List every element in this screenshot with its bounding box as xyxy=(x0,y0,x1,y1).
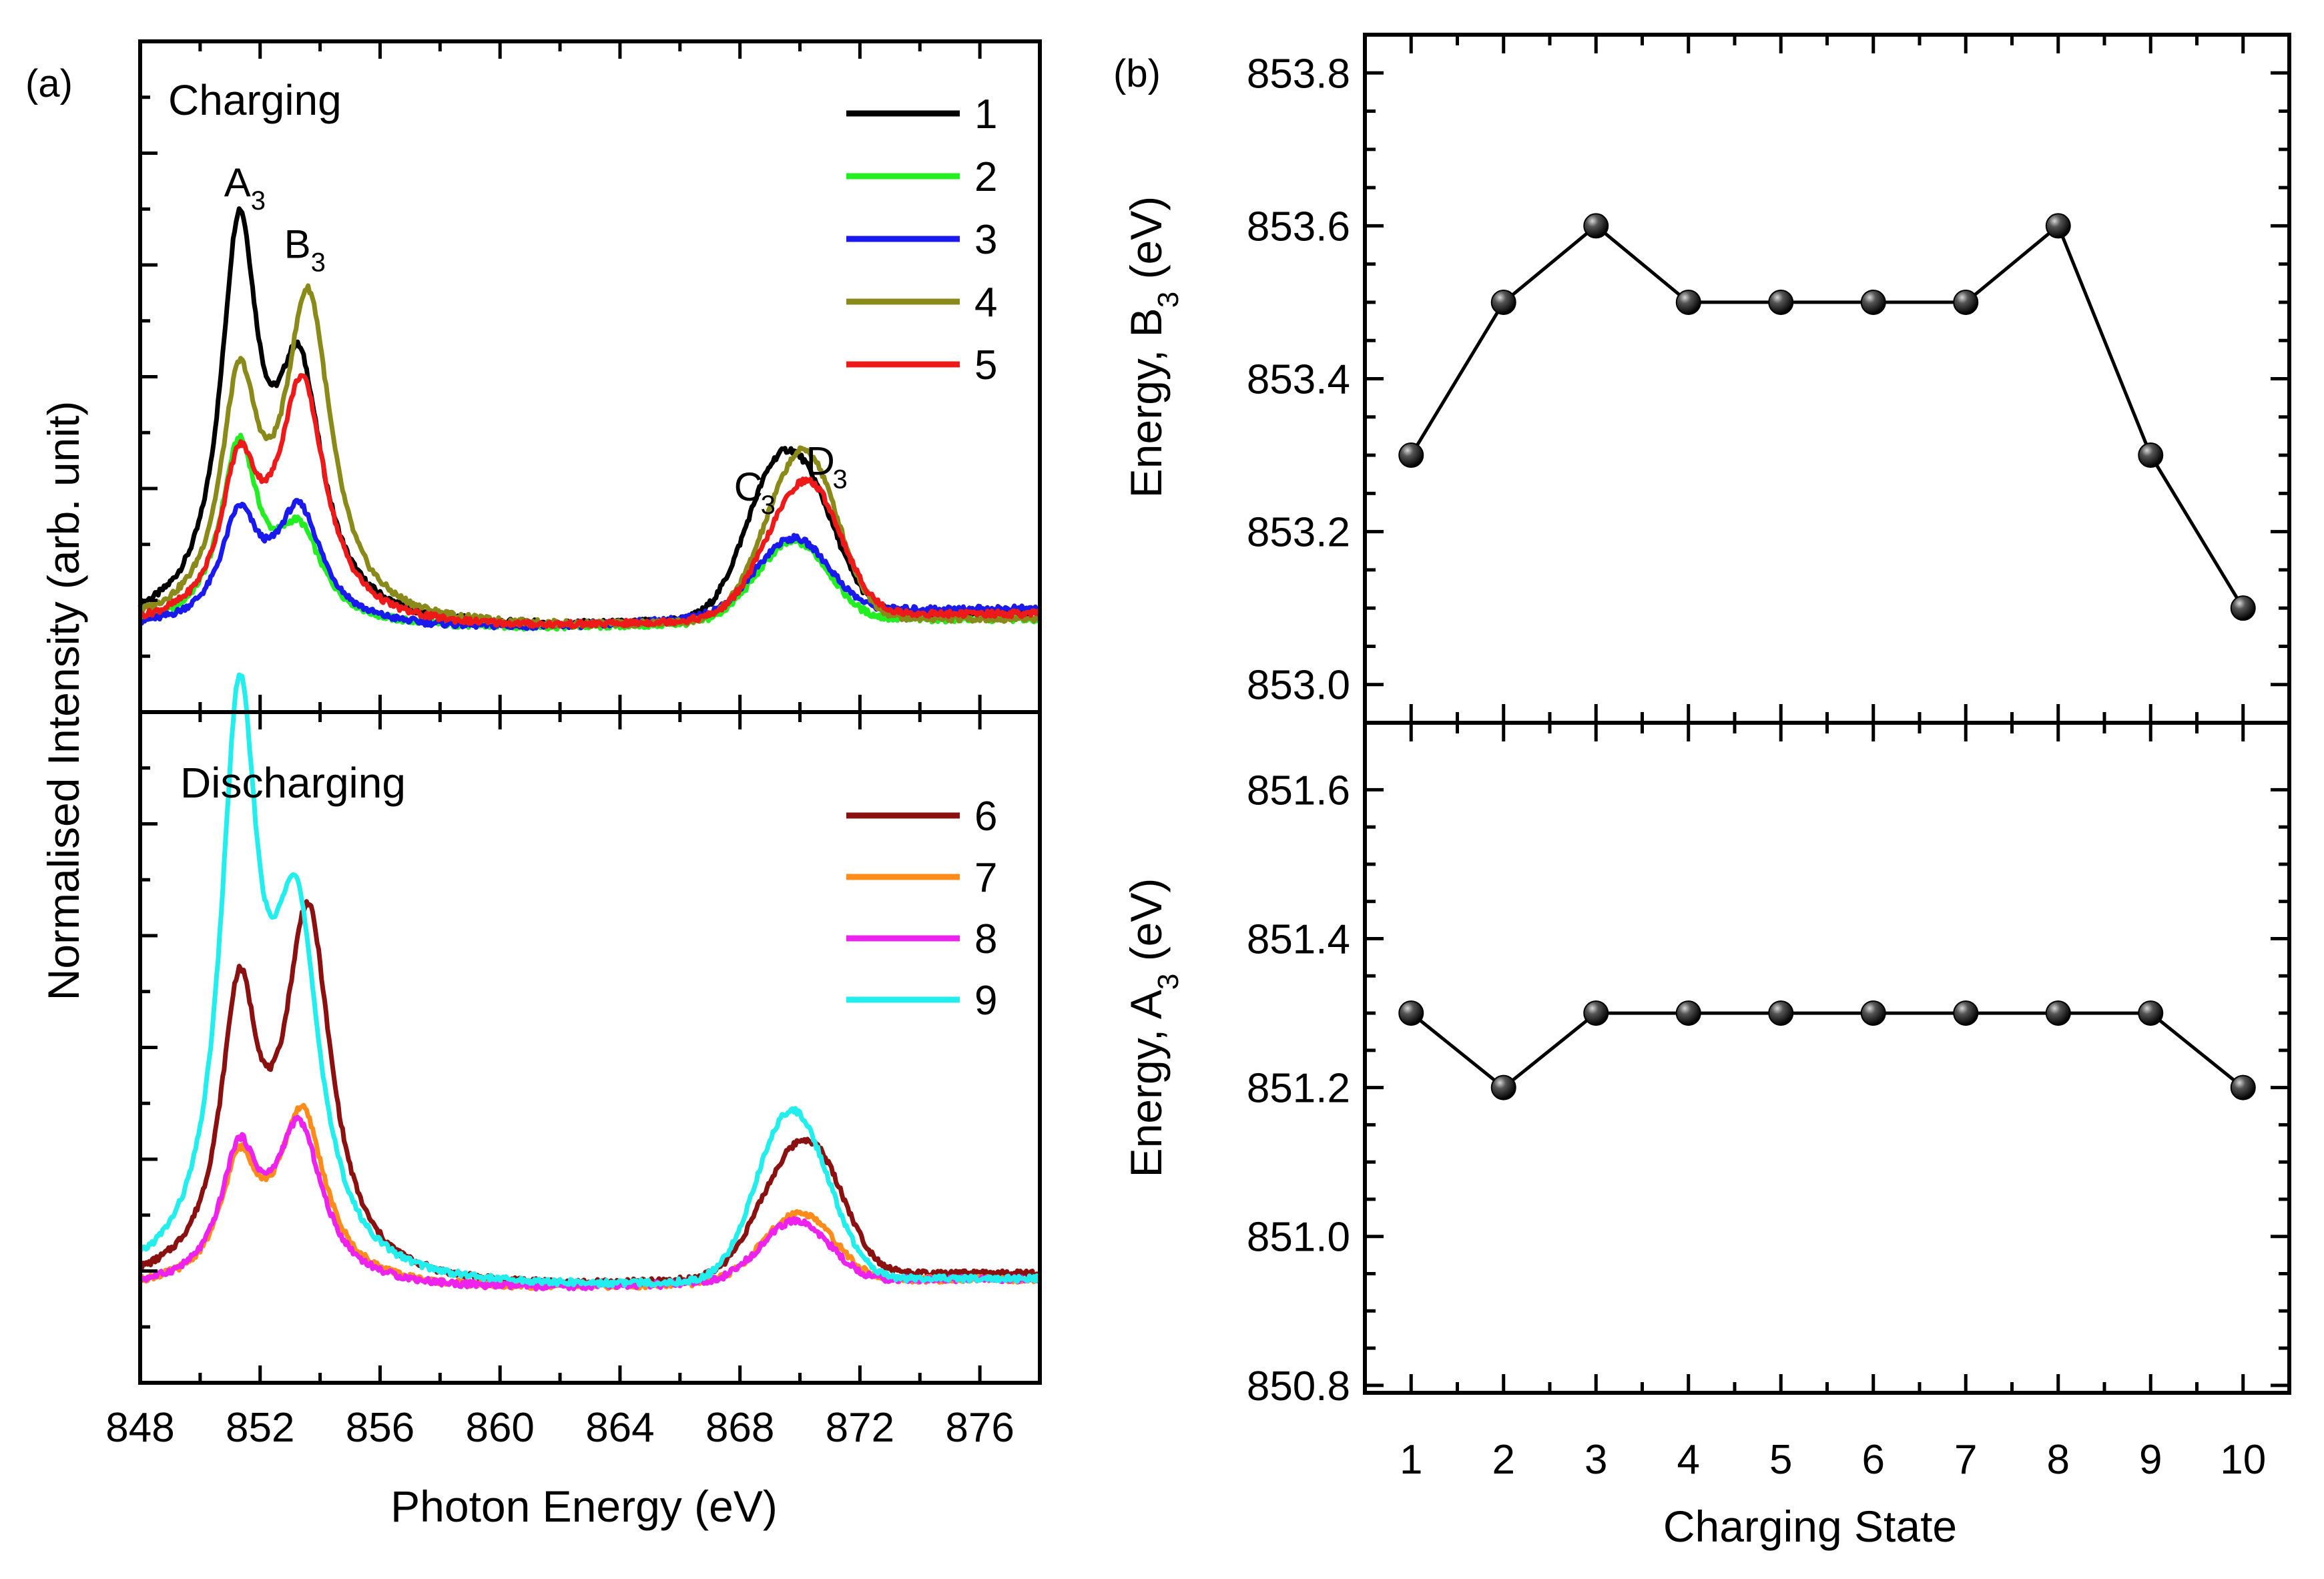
x-tick-label: 5 xyxy=(1769,1437,1792,1483)
x-tick-label: 864 xyxy=(585,1405,654,1451)
data-point-1 xyxy=(1398,1000,1424,1026)
x-tick-label: 6 xyxy=(1862,1437,1885,1483)
legend-label-7: 7 xyxy=(974,855,997,901)
x-tick-label: 876 xyxy=(945,1405,1014,1451)
panel-b-x-axis-title: Charging State xyxy=(1663,1502,1957,1551)
charging-legend: 1 2 3 4 5 xyxy=(846,91,997,388)
data-point-6 xyxy=(1860,1000,1886,1026)
x-tick-label: 852 xyxy=(226,1405,294,1451)
x-tick-label: 9 xyxy=(2139,1437,2162,1483)
spectrum-series-1 xyxy=(137,206,1043,629)
x-tick-label: 7 xyxy=(1954,1437,1977,1483)
spectrum-series-8 xyxy=(137,1115,1041,1292)
b3-energy-plot xyxy=(1398,213,2256,621)
legend-label-1: 1 xyxy=(974,91,997,137)
legend-label-2: 2 xyxy=(974,154,997,200)
x-tick-label: 2 xyxy=(1492,1437,1515,1483)
legend-label-3: 3 xyxy=(974,217,997,263)
peak-label-B: B xyxy=(284,222,311,267)
y-axis-title-text: Energy, A3 (eV) xyxy=(1121,878,1185,1178)
data-point-8 xyxy=(2045,1000,2071,1026)
legend-label-6: 6 xyxy=(974,794,997,840)
data-point-7 xyxy=(1953,1000,1979,1026)
series-line xyxy=(1410,223,2245,609)
data-point-6 xyxy=(1860,289,1886,315)
a3-energy-plot xyxy=(1398,1000,2256,1100)
data-point-9 xyxy=(2138,442,2164,468)
peak-label-C: C xyxy=(734,464,763,509)
y-tick-label: 851.2 xyxy=(1247,1066,1350,1112)
spectrum-series-9 xyxy=(138,672,1043,1288)
y-tick-label: 853.0 xyxy=(1247,663,1350,709)
a3-y-axis-title: Energy, A3 (eV) xyxy=(1121,878,1185,1178)
discharging-title: Discharging xyxy=(180,759,406,807)
panel-b-label: (b) xyxy=(1113,52,1161,95)
y-axis-title-text: Energy, B3 (eV) xyxy=(1121,196,1185,498)
discharging-plot xyxy=(137,672,1043,1292)
x-tick-label: 872 xyxy=(826,1405,894,1451)
legend-label-9: 9 xyxy=(974,978,997,1024)
y-tick-label: 853.4 xyxy=(1247,357,1350,403)
x-tick-label: 3 xyxy=(1584,1437,1607,1483)
data-point-9 xyxy=(2138,1000,2164,1026)
x-tick-label: 860 xyxy=(465,1405,534,1451)
data-point-1 xyxy=(1398,442,1424,468)
panel-a: 848 852 856 860 864 868 872 876 Charging Discha… xyxy=(39,39,1043,1531)
x-tick-label: 856 xyxy=(346,1405,414,1451)
series-line xyxy=(1410,1011,2245,1090)
y-tick-label: 851.6 xyxy=(1247,767,1350,814)
data-point-5 xyxy=(1768,289,1794,315)
legend-label-5: 5 xyxy=(974,342,997,388)
data-point-10 xyxy=(2230,595,2256,621)
y-tick-label: 850.8 xyxy=(1247,1363,1350,1409)
x-tick-label: 848 xyxy=(105,1405,174,1451)
data-point-3 xyxy=(1583,1000,1609,1026)
discharging-legend: 6 7 8 9 xyxy=(846,794,997,1024)
data-point-2 xyxy=(1490,1074,1516,1100)
spectrum-series-4 xyxy=(138,283,1043,629)
y-tick-label: 853.2 xyxy=(1247,510,1350,556)
data-point-10 xyxy=(2230,1074,2256,1100)
b3-y-axis-title: Energy, B3 (eV) xyxy=(1121,196,1185,498)
charging-plot xyxy=(137,206,1043,632)
x-tick-label: 868 xyxy=(705,1405,774,1451)
x-tick-label: 8 xyxy=(2047,1437,2070,1483)
legend-label-4: 4 xyxy=(974,280,997,326)
panel-b: 853.0 853.2 853.4 853.6 853.8 850.8 851.0 851.2… xyxy=(1121,33,2291,1551)
data-point-4 xyxy=(1675,289,1701,315)
data-point-5 xyxy=(1768,1000,1794,1026)
legend-label-8: 8 xyxy=(974,916,997,962)
peak-label-C-sub: 3 xyxy=(761,491,776,520)
data-point-4 xyxy=(1675,1000,1701,1026)
peak-label-D: D xyxy=(806,438,834,483)
panel-b-ticks: 853.0 853.2 853.4 853.6 853.8 850.8 851.0 851.2… xyxy=(1247,35,2291,1483)
spectrum-series-6 xyxy=(139,899,1042,1288)
x-tick-label: 1 xyxy=(1400,1437,1422,1483)
y-tick-label: 853.8 xyxy=(1247,51,1350,97)
peak-label-A: A xyxy=(224,160,251,205)
y-tick-label: 851.4 xyxy=(1247,917,1350,963)
x-tick-label: 4 xyxy=(1677,1437,1700,1483)
data-point-7 xyxy=(1953,289,1979,315)
peak-label-B-sub: 3 xyxy=(311,248,326,278)
panel-a-x-axis-title: Photon Energy (eV) xyxy=(390,1482,778,1531)
spectrum-series-7 xyxy=(137,1102,1041,1291)
data-point-3 xyxy=(1583,213,1609,239)
y-tick-label: 853.6 xyxy=(1247,204,1350,250)
x-tick-label: 10 xyxy=(2220,1437,2266,1483)
charging-title: Charging xyxy=(168,76,342,124)
data-point-8 xyxy=(2045,213,2071,239)
panel-a-ticks: 848 852 856 860 864 868 872 876 xyxy=(105,41,1042,1451)
peak-label-D-sub: 3 xyxy=(832,464,847,494)
panel-a-label: (a) xyxy=(25,62,73,105)
peak-label-A-sub: 3 xyxy=(251,186,266,216)
data-point-2 xyxy=(1490,289,1516,315)
panel-a-y-axis-title: Normalised Intensity (arb. unit) xyxy=(39,401,88,1001)
spectrum-series-5 xyxy=(137,373,1043,630)
y-tick-label: 851.0 xyxy=(1247,1215,1350,1261)
